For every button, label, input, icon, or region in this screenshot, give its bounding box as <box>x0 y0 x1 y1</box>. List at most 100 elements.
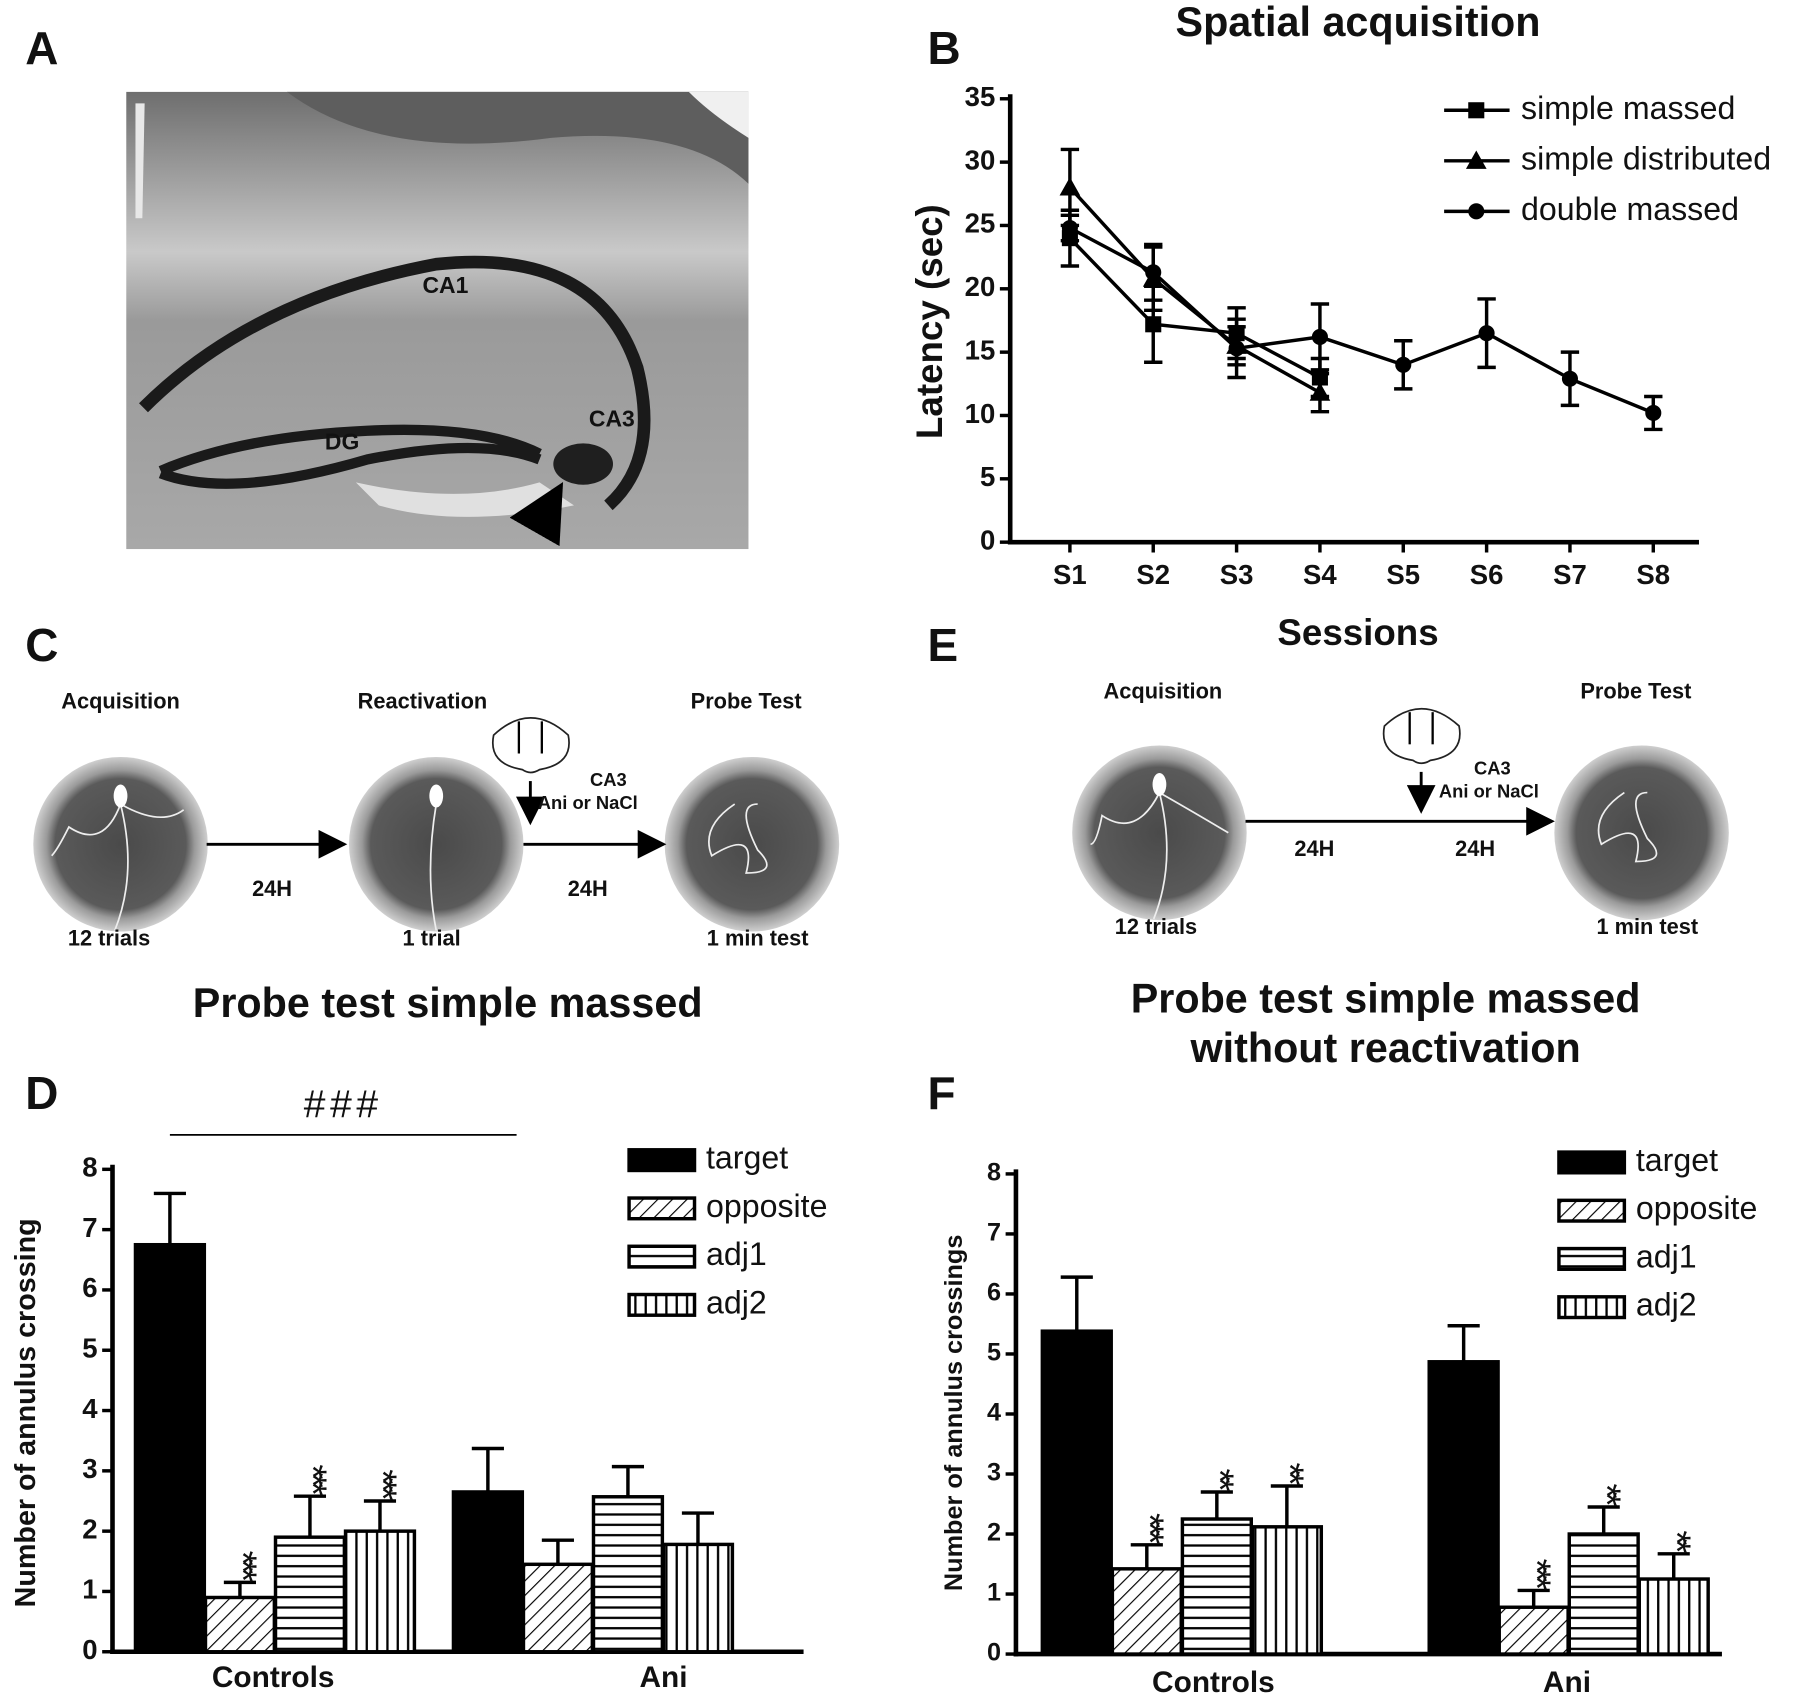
y-tick-label: 7 <box>82 1212 97 1243</box>
injection-label: Ani or NaCl <box>538 792 638 813</box>
trials-label: 12 trials <box>1115 914 1197 939</box>
marker <box>1309 382 1331 401</box>
bar <box>1637 1577 1710 1656</box>
x-tick-label: Ani <box>639 1661 687 1694</box>
interval-label: 24H <box>252 876 292 901</box>
bracket-label: ### <box>304 1084 383 1127</box>
y-tick-label: 15 <box>965 334 996 365</box>
trials-label: 12 trials <box>68 925 150 950</box>
bar <box>273 1535 347 1654</box>
injection-label: CA3 <box>1474 757 1511 778</box>
y-tick-label: 2 <box>82 1513 97 1544</box>
y-tick-label: 2 <box>987 1519 1001 1547</box>
y-tick-label: 3 <box>82 1453 97 1484</box>
significance-label: *** <box>221 1551 264 1583</box>
significance-label: *** <box>291 1464 334 1496</box>
legend-label: opposite <box>706 1188 827 1224</box>
x-tick-label: S7 <box>1553 559 1587 590</box>
y-tick-label: 5 <box>82 1333 97 1364</box>
y-tick-label: 1 <box>987 1579 1001 1607</box>
marker <box>1145 264 1162 281</box>
y-tick-label: 35 <box>965 81 996 112</box>
stage-label: Acquisition <box>61 689 180 714</box>
bar <box>591 1495 665 1654</box>
legend-label: adj1 <box>706 1236 767 1272</box>
y-tick-label: 5 <box>987 1339 1001 1367</box>
bar <box>1497 1605 1570 1656</box>
y-tick-label: 4 <box>987 1399 1001 1427</box>
region-label: CA1 <box>422 272 468 298</box>
significance-label: ** <box>1198 1469 1241 1492</box>
legend-label: adj2 <box>706 1284 767 1320</box>
chart-title: Probe test simple massed <box>1131 976 1641 1022</box>
bar <box>521 1562 595 1654</box>
y-tick-label: 30 <box>965 144 996 175</box>
bar <box>661 1542 735 1654</box>
x-tick-label: S3 <box>1220 559 1254 590</box>
significance-label: ** <box>1268 1463 1311 1486</box>
marker <box>1145 316 1162 333</box>
region-label: CA3 <box>589 405 635 431</box>
legend-label: adj1 <box>1636 1238 1697 1274</box>
x-tick-label: S2 <box>1136 559 1170 590</box>
y-tick-label: 0 <box>987 1639 1001 1667</box>
panel-label: A <box>25 22 58 74</box>
panel-label: B <box>928 22 961 74</box>
y-tick-label: 1 <box>82 1574 97 1605</box>
bar <box>133 1242 207 1654</box>
marker <box>1059 177 1081 196</box>
marker <box>1395 356 1412 373</box>
y-tick-label: 3 <box>987 1459 1001 1487</box>
legend-swatch <box>1557 1295 1627 1320</box>
y-tick-label: 0 <box>82 1634 97 1665</box>
marker <box>1645 404 1662 421</box>
series-line <box>1068 236 1321 380</box>
marker <box>1561 370 1578 387</box>
x-tick-label: Controls <box>1152 1666 1275 1699</box>
bar <box>343 1529 417 1654</box>
x-axis-label: Sessions <box>1277 612 1438 653</box>
trials-label: 1 min test <box>1596 914 1698 939</box>
legend-label: adj2 <box>1636 1287 1697 1323</box>
stage-label: Probe Test <box>1580 678 1691 703</box>
y-tick-label: 6 <box>82 1272 97 1303</box>
legend-marker <box>1468 102 1485 119</box>
legend-label: simple distributed <box>1521 140 1771 176</box>
bar <box>1040 1329 1113 1656</box>
legend-label: target <box>706 1140 788 1176</box>
micrograph <box>126 91 749 550</box>
stage-label: Probe Test <box>691 689 802 714</box>
y-tick-label: 0 <box>980 524 995 555</box>
interval-label: 24H <box>568 876 608 901</box>
marker <box>1311 328 1328 345</box>
legend-swatch <box>1557 1246 1627 1271</box>
y-tick-label: 8 <box>987 1159 1001 1187</box>
legend-swatch <box>1557 1150 1627 1175</box>
bar <box>451 1490 525 1654</box>
y-tick-label: 10 <box>965 398 996 429</box>
y-tick-label: 8 <box>82 1152 97 1183</box>
y-tick-label: 7 <box>987 1219 1001 1247</box>
x-tick-label: Ani <box>1543 1666 1591 1699</box>
series-line <box>1069 226 1654 415</box>
y-tick-label: 20 <box>965 271 996 302</box>
significance-label: *** <box>361 1469 404 1501</box>
series-line <box>1068 186 1321 395</box>
marker <box>1478 325 1495 342</box>
diagram-c <box>33 717 840 932</box>
legend-label: double massed <box>1521 191 1739 227</box>
region-label: DG <box>325 428 359 454</box>
bar <box>1567 1532 1640 1656</box>
legend-label: opposite <box>1636 1190 1757 1226</box>
bar <box>1427 1360 1500 1656</box>
legend-swatch <box>627 1196 697 1221</box>
significance-label: ** <box>1654 1530 1697 1553</box>
x-tick-label: S1 <box>1053 559 1087 590</box>
legend-swatch <box>627 1292 697 1317</box>
stage-label: Acquisition <box>1104 678 1223 703</box>
y-axis-label: Latency (sec) <box>909 204 950 439</box>
x-tick-label: S8 <box>1636 559 1670 590</box>
legend-marker <box>1468 203 1485 220</box>
bar <box>1250 1525 1324 1656</box>
